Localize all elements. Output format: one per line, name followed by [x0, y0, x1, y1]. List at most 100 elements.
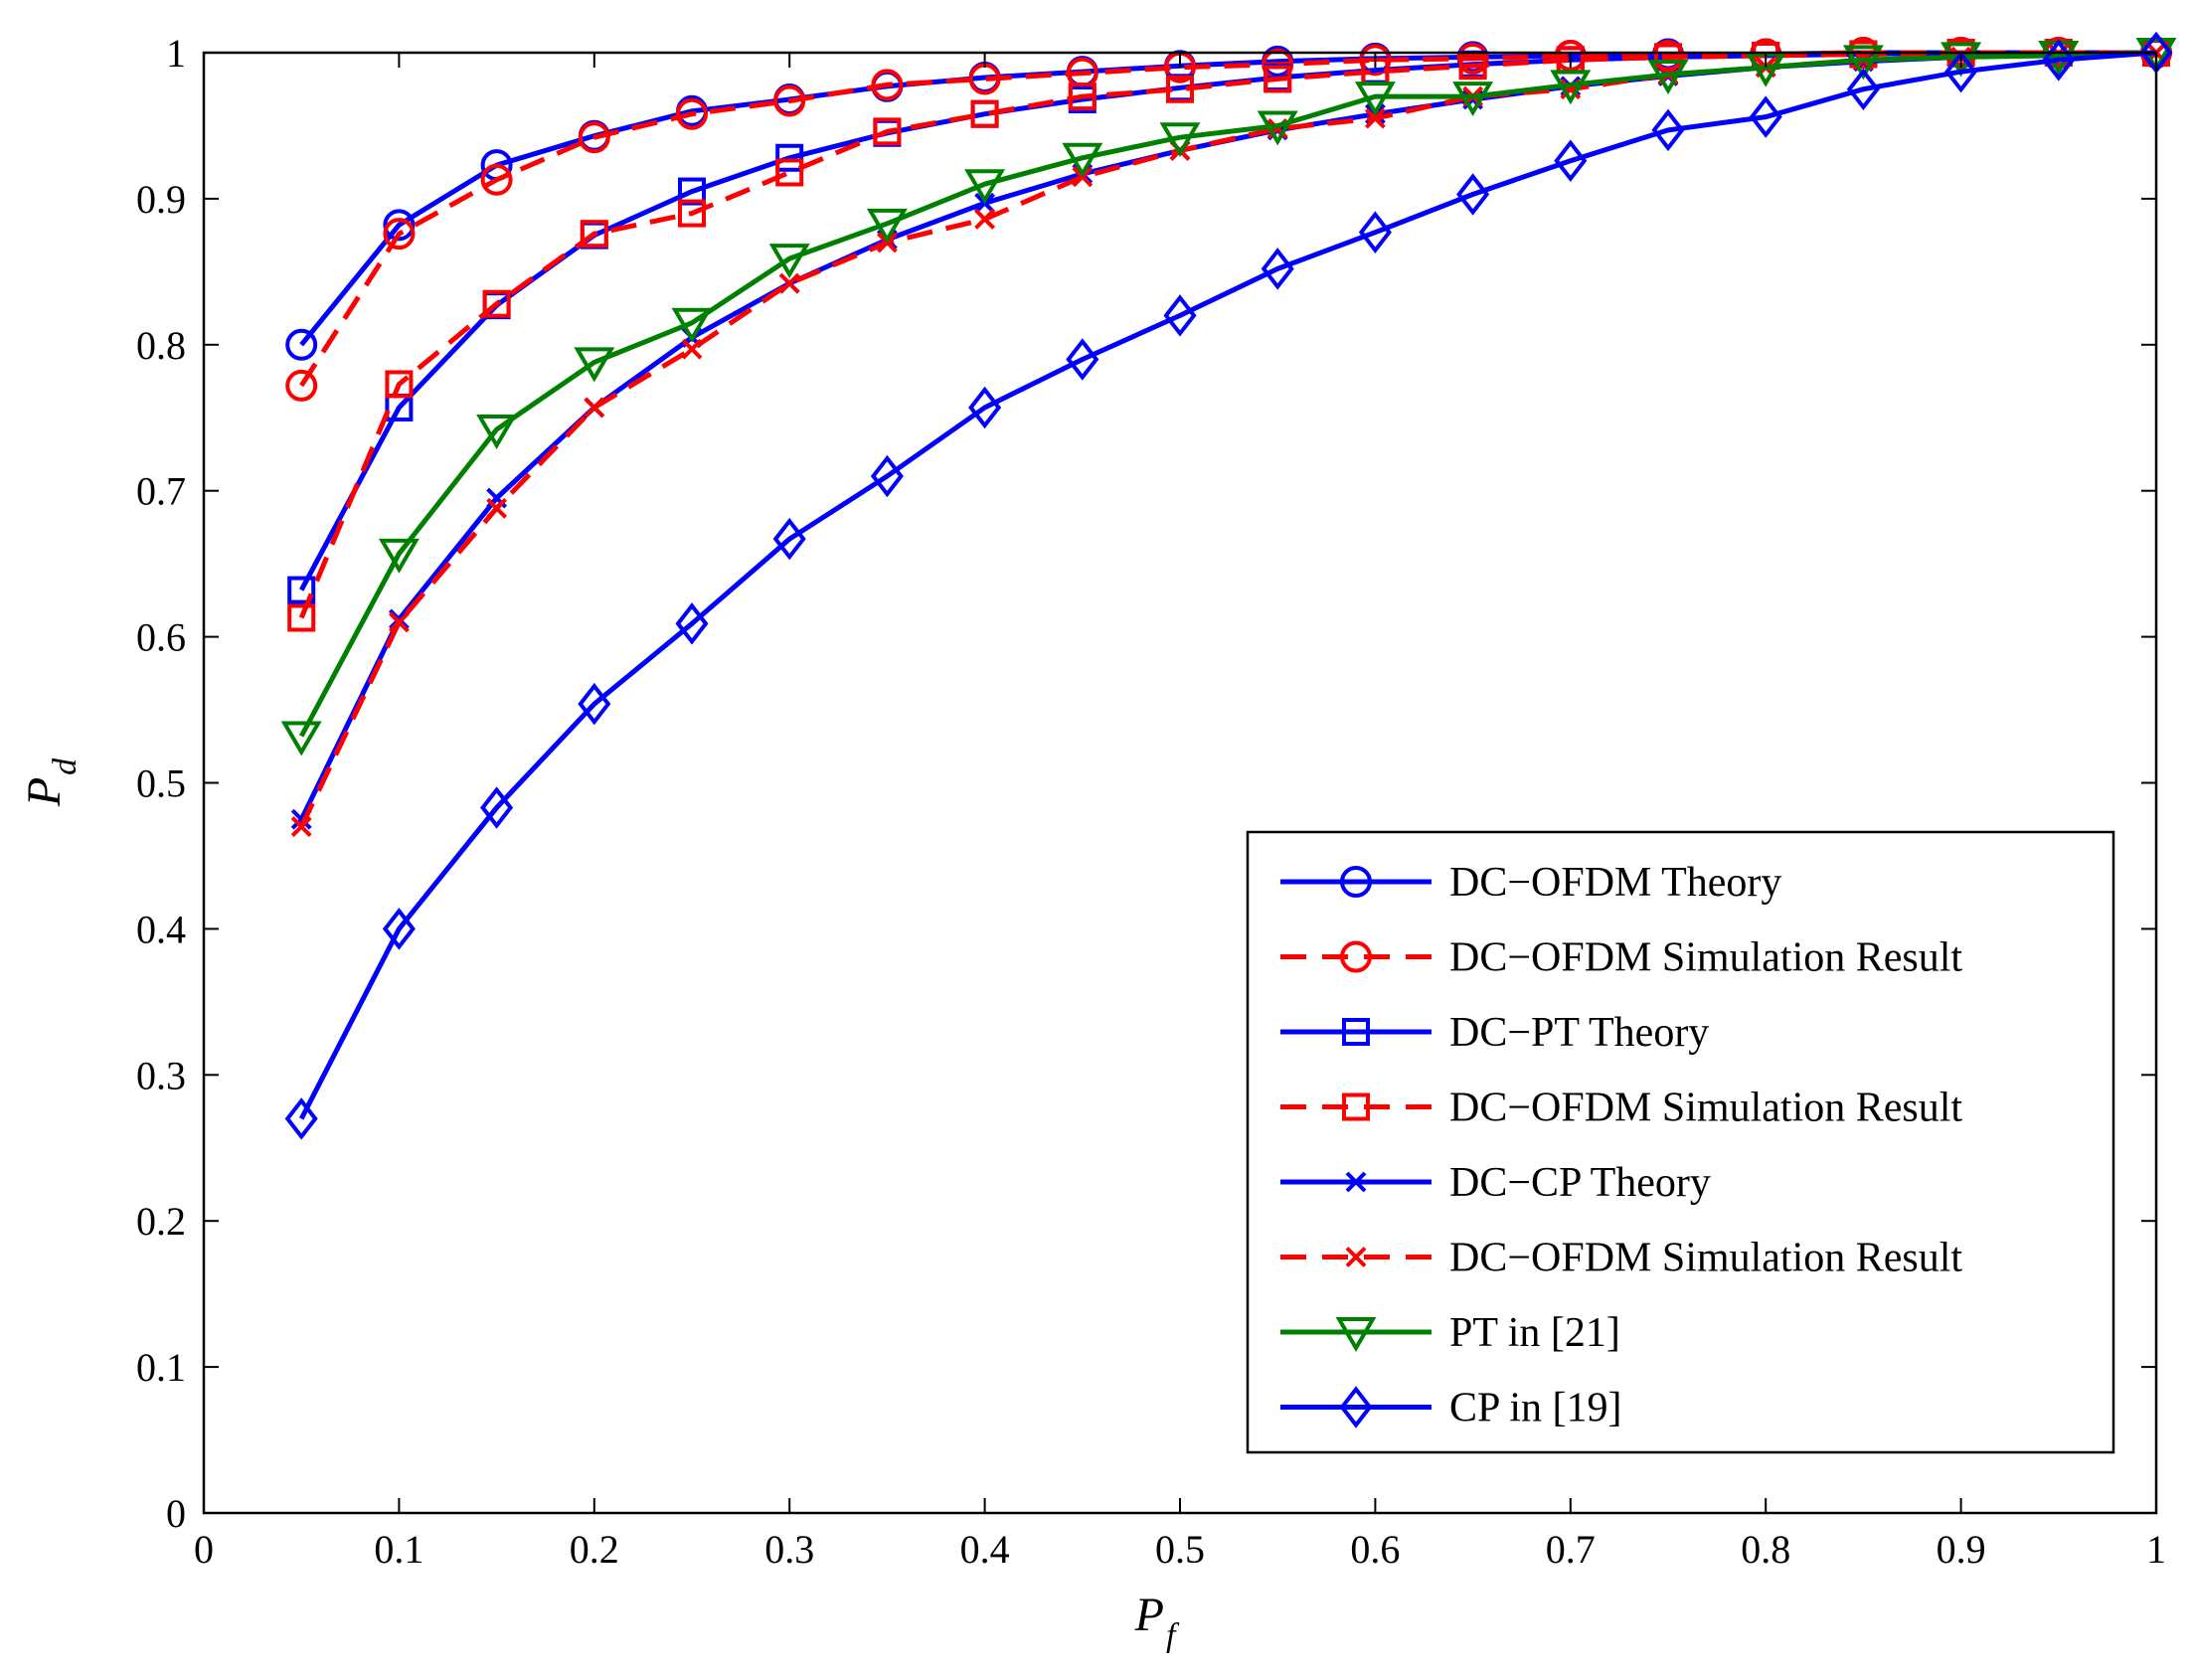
y-tick-label: 0.1	[136, 1345, 186, 1390]
data-point	[964, 169, 1006, 205]
data-point	[1651, 108, 1685, 152]
series-line	[298, 50, 2157, 738]
data-point	[768, 244, 810, 279]
legend-label: DC−OFDM Simulation Result	[1449, 935, 1962, 981]
legend-label: DC−OFDM Simulation Result	[1449, 1236, 1962, 1281]
data-point	[1354, 82, 1396, 117]
data-point	[1647, 60, 1689, 94]
data-point	[671, 307, 713, 343]
data-point	[1749, 95, 1782, 138]
data-point	[482, 289, 511, 318]
x-tick-label: 0.9	[1937, 1527, 1986, 1572]
data-point	[388, 611, 410, 633]
legend-entry-8: CP in [19]	[1280, 1386, 1621, 1431]
series-7	[280, 38, 2177, 756]
y-tick-label: 0.9	[136, 177, 186, 222]
legend-marker-sample	[1339, 1386, 1373, 1428]
legend-marker-sample	[1345, 1171, 1367, 1193]
data-point	[1940, 42, 1982, 78]
data-point	[1358, 211, 1392, 253]
data-point	[287, 576, 316, 604]
data-point	[1166, 75, 1194, 103]
legend-label: DC−OFDM Theory	[1449, 860, 1781, 906]
data-point	[290, 816, 312, 837]
legend-entry-6: DC−OFDM Simulation Result	[1280, 1236, 1962, 1281]
data-point	[1066, 338, 1099, 381]
data-point	[476, 415, 518, 449]
series-layer	[280, 31, 2177, 1140]
data-point	[580, 220, 608, 249]
data-point	[285, 369, 318, 402]
data-point	[578, 682, 611, 726]
x-tick-label: 0.4	[960, 1527, 1010, 1572]
legend-marker-sample	[1335, 1317, 1377, 1352]
data-point	[675, 602, 709, 645]
data-point	[773, 84, 806, 117]
data-point	[388, 608, 410, 630]
legend-entry-5: DC−CP Theory	[1280, 1160, 1711, 1206]
data-point	[574, 347, 615, 383]
legend-entry-2: DC−OFDM Simulation Result	[1280, 935, 1962, 981]
legend-label: DC−CP Theory	[1449, 1160, 1711, 1206]
x-tick-label: 0.8	[1741, 1527, 1790, 1572]
x-tick-label: 0.7	[1546, 1527, 1596, 1572]
data-point	[285, 328, 318, 361]
data-point	[1842, 45, 1884, 81]
data-point	[681, 338, 703, 360]
data-point	[974, 209, 996, 230]
x-tick-label: 0.1	[374, 1527, 423, 1572]
data-point	[1550, 70, 1592, 105]
legend-marker-sample	[1342, 1018, 1370, 1046]
data-point	[486, 497, 508, 519]
y-tick-label: 0.4	[136, 907, 186, 951]
data-point	[778, 272, 800, 294]
x-tick-label: 0.3	[764, 1527, 814, 1572]
y-tick-label: 0.5	[136, 761, 186, 806]
data-point	[678, 199, 706, 228]
legend-marker-sample	[1340, 940, 1372, 973]
data-point	[870, 454, 904, 498]
data-point	[1264, 65, 1292, 93]
y-axis-label: Pd	[18, 757, 84, 807]
data-point	[970, 99, 999, 128]
data-point	[383, 209, 416, 242]
x-tick-label: 0.6	[1350, 1527, 1400, 1572]
y-axis-label-main: P	[18, 777, 71, 807]
data-point	[1159, 122, 1201, 158]
legend: DC−OFDM Theory DC−OFDM Simulation Result D…	[1246, 830, 2115, 1454]
data-point	[1261, 248, 1294, 290]
data-point	[1068, 83, 1096, 111]
x-tick-label: 0.5	[1155, 1527, 1205, 1572]
data-point	[1944, 50, 1978, 93]
series-line	[298, 50, 2156, 619]
y-tick-label: 0.8	[136, 323, 186, 368]
legend-marker-sample	[1342, 1092, 1370, 1121]
data-point	[1163, 294, 1197, 337]
data-point	[1452, 82, 1494, 117]
legend-entry-7: PT in [21]	[1280, 1310, 1620, 1356]
series-line	[298, 50, 2157, 1120]
legend-label: DC−PT Theory	[1449, 1010, 1709, 1056]
data-point	[382, 908, 416, 950]
data-point	[480, 163, 513, 196]
y-tick-label: 0.7	[136, 469, 186, 514]
legend-entry-3: DC−PT Theory	[1280, 1010, 1709, 1056]
data-point	[1846, 68, 1880, 110]
data-point	[1456, 173, 1490, 216]
data-point	[1554, 139, 1588, 182]
x-tick-label: 1	[2146, 1527, 2166, 1572]
data-point	[2042, 39, 2076, 82]
legend-marker-sample	[1345, 1247, 1367, 1267]
data-point	[584, 397, 605, 419]
data-point	[1364, 107, 1386, 129]
legend-marker-sample	[1340, 866, 1372, 898]
data-point	[578, 121, 610, 154]
legend-label: PT in [21]	[1449, 1310, 1620, 1356]
data-point	[775, 143, 804, 172]
y-tick-label: 0.3	[136, 1053, 186, 1097]
y-tick-label: 0.6	[136, 615, 186, 660]
data-point	[280, 721, 322, 756]
data-point	[873, 117, 902, 146]
legend-box	[1246, 830, 2115, 1454]
